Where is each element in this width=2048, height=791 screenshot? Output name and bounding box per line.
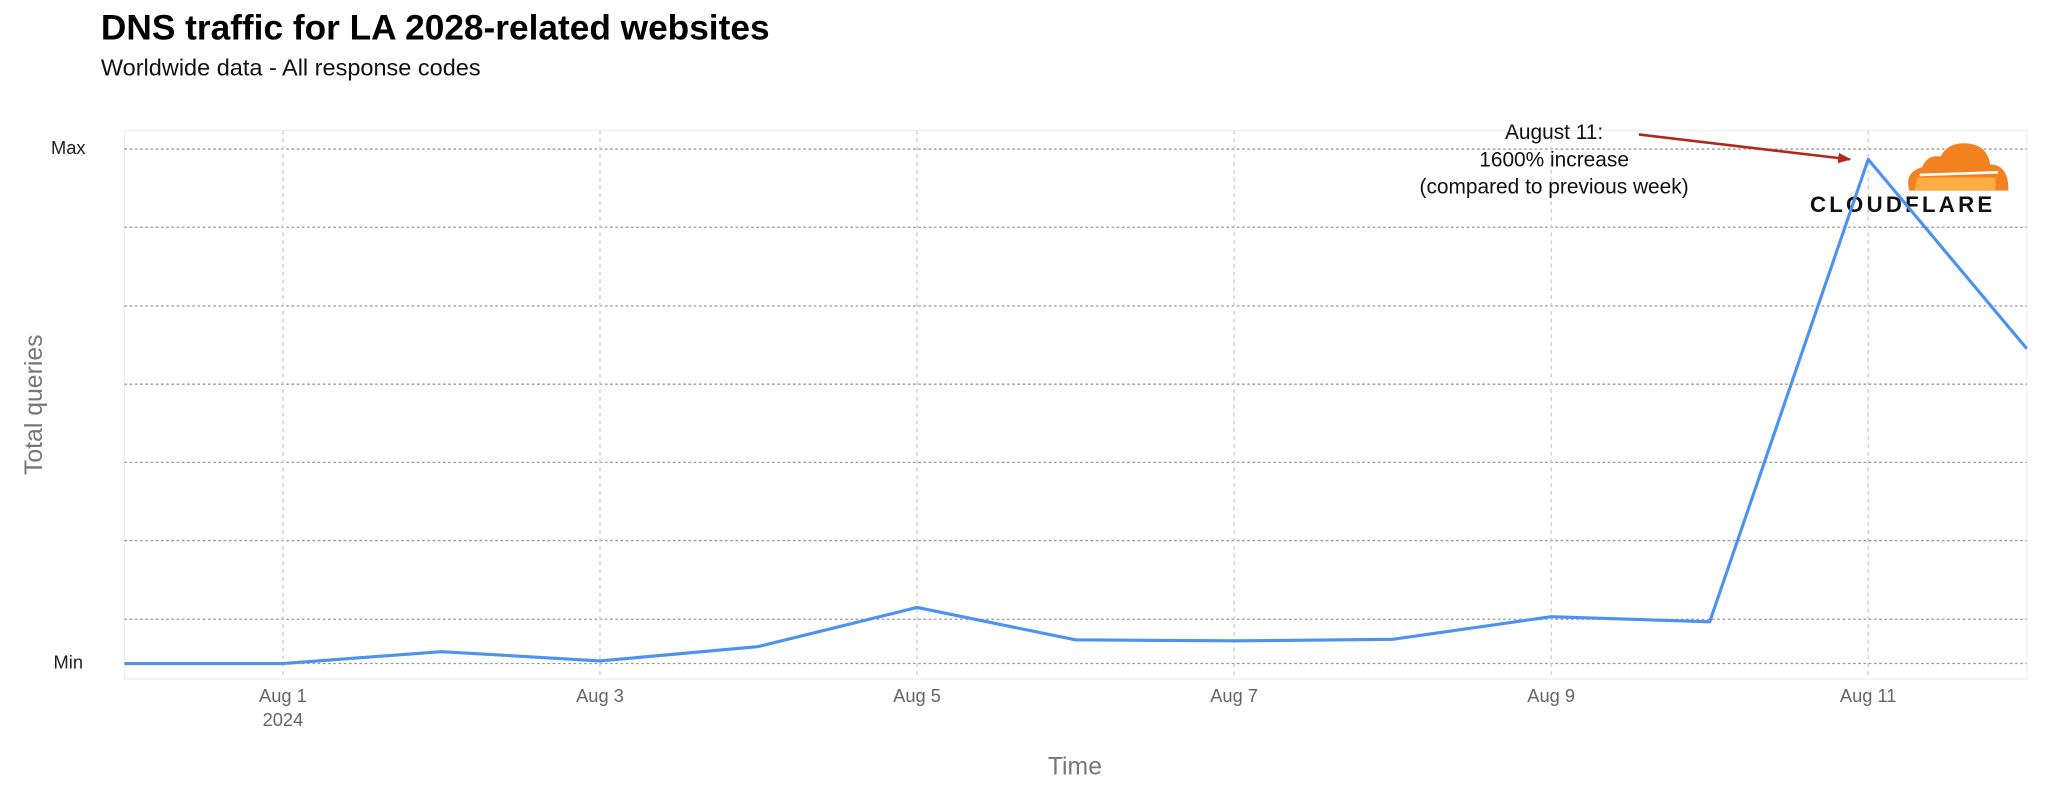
x-axis-title: Time [1048,753,1102,780]
chart-title: DNS traffic for LA 2028-related websites [101,8,770,47]
logo-text: CLOUDFLARE [1810,192,1995,217]
x-tick-label: Aug 5 [893,685,941,706]
y-axis-title: Total queries [21,334,48,475]
x-tick-label: Aug 1 2024 [259,685,307,730]
x-tick-label: Aug 11 [1840,685,1897,706]
y-tick-label: Max [51,137,86,158]
x-tick-label: Aug 9 [1527,685,1575,706]
logo-stripe [1919,171,1999,177]
annotation-arrow [1638,133,1852,164]
line [124,157,2028,666]
y-tick-label: Min [54,651,83,672]
logo-cloud-back [1914,177,1996,191]
plot-area [123,129,2028,680]
x-tick-label: Aug 7 [1210,685,1258,706]
chart-subtitle: Worldwide data - All response codes [101,54,481,80]
annotation: August 11: 1600% increase (compared to pre… [1419,121,1688,198]
x-tick-label: Aug 3 [576,685,624,706]
